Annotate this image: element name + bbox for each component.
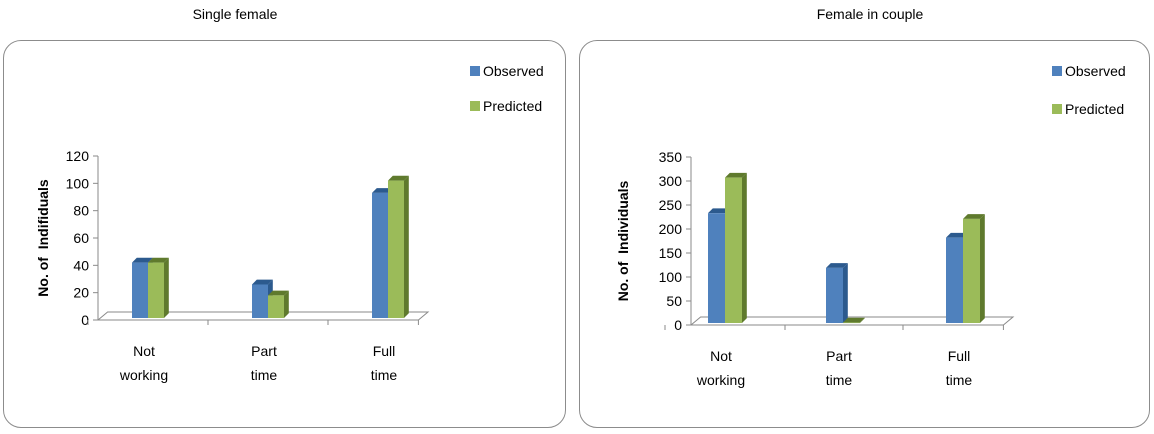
legend-label-observed: Observed	[483, 63, 544, 79]
y-tick-label-150: 150	[659, 245, 683, 261]
bar-observed-part-time-front	[826, 267, 843, 323]
bar-predicted-part-time-side	[860, 317, 865, 323]
bar-predicted-full-time-side	[980, 214, 985, 323]
bar-observed-not-working-top	[708, 208, 730, 214]
y-tick-label-20: 20	[73, 285, 89, 301]
bar-predicted-full-time-side	[404, 175, 409, 318]
legend-swatch-observed	[1052, 66, 1062, 76]
bar-predicted-full-time-front	[388, 180, 404, 318]
bar-predicted-not-working-front	[148, 262, 164, 318]
bar-predicted-not-working-top	[148, 257, 169, 263]
x-tick-label-full-time: Full time	[371, 343, 398, 383]
x-tick-label-part-time: Part time	[251, 343, 278, 383]
bar-predicted-not-working	[148, 257, 169, 318]
x-tick-label-not-working: Not working	[119, 343, 168, 383]
y-axis-label: No. of Individuals	[615, 181, 631, 302]
bar-predicted-full-time-top	[963, 214, 985, 219]
y-tick-label-40: 40	[73, 257, 89, 273]
bar-observed-full-time-top	[372, 188, 393, 193]
bar-predicted-part-time-front	[268, 295, 284, 318]
bar-predicted-not-working-side	[164, 257, 169, 318]
bar-predicted-part-time	[268, 290, 289, 318]
bar-observed-part-time	[826, 263, 848, 323]
y-axis-label: No. of Indifiduals	[35, 179, 51, 297]
chart-title-single-female: Single female	[192, 6, 278, 22]
x-tick-label-not-working: Not working	[696, 348, 745, 388]
bar-predicted-part-time-top	[843, 317, 865, 323]
y-tick-label-0: 0	[674, 317, 682, 333]
bar-observed-part-time-top	[826, 263, 848, 268]
chart-title-female-in-couple: Female in couple	[816, 6, 924, 22]
bar-predicted-part-time-side	[284, 290, 289, 318]
legend-swatch-predicted	[1052, 104, 1062, 114]
y-tick-label-0: 0	[81, 312, 89, 328]
bar-observed-part-time	[252, 279, 273, 318]
bar-observed-full-time-front	[372, 192, 388, 318]
y-tick-label-300: 300	[659, 173, 683, 189]
bar-observed-full-time-front	[946, 237, 963, 323]
chart-floor	[689, 316, 1015, 326]
bar-predicted-full-time	[388, 175, 409, 318]
y-tick-label-60: 60	[73, 230, 89, 246]
y-tick-label-120: 120	[66, 148, 90, 164]
legend-swatch-predicted	[470, 101, 480, 111]
bar-predicted-full-time	[963, 214, 985, 323]
x-tick-label-part-time: Part time	[826, 348, 853, 388]
y-tick-label-100: 100	[659, 269, 683, 285]
legend-label-observed: Observed	[1065, 63, 1126, 79]
bar-predicted-not-working-top	[725, 172, 747, 178]
bar-predicted-full-time-front	[963, 218, 980, 323]
legend-label-predicted: Predicted	[1065, 101, 1124, 117]
bar-observed-part-time-top	[252, 279, 273, 285]
bar-predicted-part-time-top	[268, 290, 289, 296]
y-tick-label-50: 50	[666, 293, 682, 309]
bar-predicted-not-working-front	[725, 177, 742, 323]
y-tick-label-80: 80	[73, 203, 89, 219]
y-tick-label-250: 250	[659, 197, 683, 213]
chart-floor	[96, 311, 430, 321]
bar-predicted-part-time	[843, 317, 865, 324]
bar-observed-full-time-top	[946, 232, 968, 238]
bar-predicted-full-time-top	[388, 175, 409, 181]
x-tick-label-full-time: Full time	[946, 348, 973, 388]
y-tick-label-200: 200	[659, 221, 683, 237]
bar-predicted-not-working-side	[742, 172, 747, 323]
bar-observed-part-time-side	[843, 263, 848, 323]
bar-predicted-part-time-front	[843, 322, 860, 324]
bar-observed-not-working-front	[708, 213, 725, 323]
bar-observed-part-time-front	[252, 284, 268, 318]
bar-predicted-not-working	[725, 172, 747, 323]
y-tick-label-350: 350	[659, 149, 683, 165]
y-tick-label-100: 100	[66, 175, 90, 191]
legend-swatch-observed	[470, 66, 480, 76]
legend-label-predicted: Predicted	[483, 98, 542, 114]
bar-observed-not-working-top	[132, 257, 153, 263]
bar-observed-not-working-front	[132, 262, 148, 318]
